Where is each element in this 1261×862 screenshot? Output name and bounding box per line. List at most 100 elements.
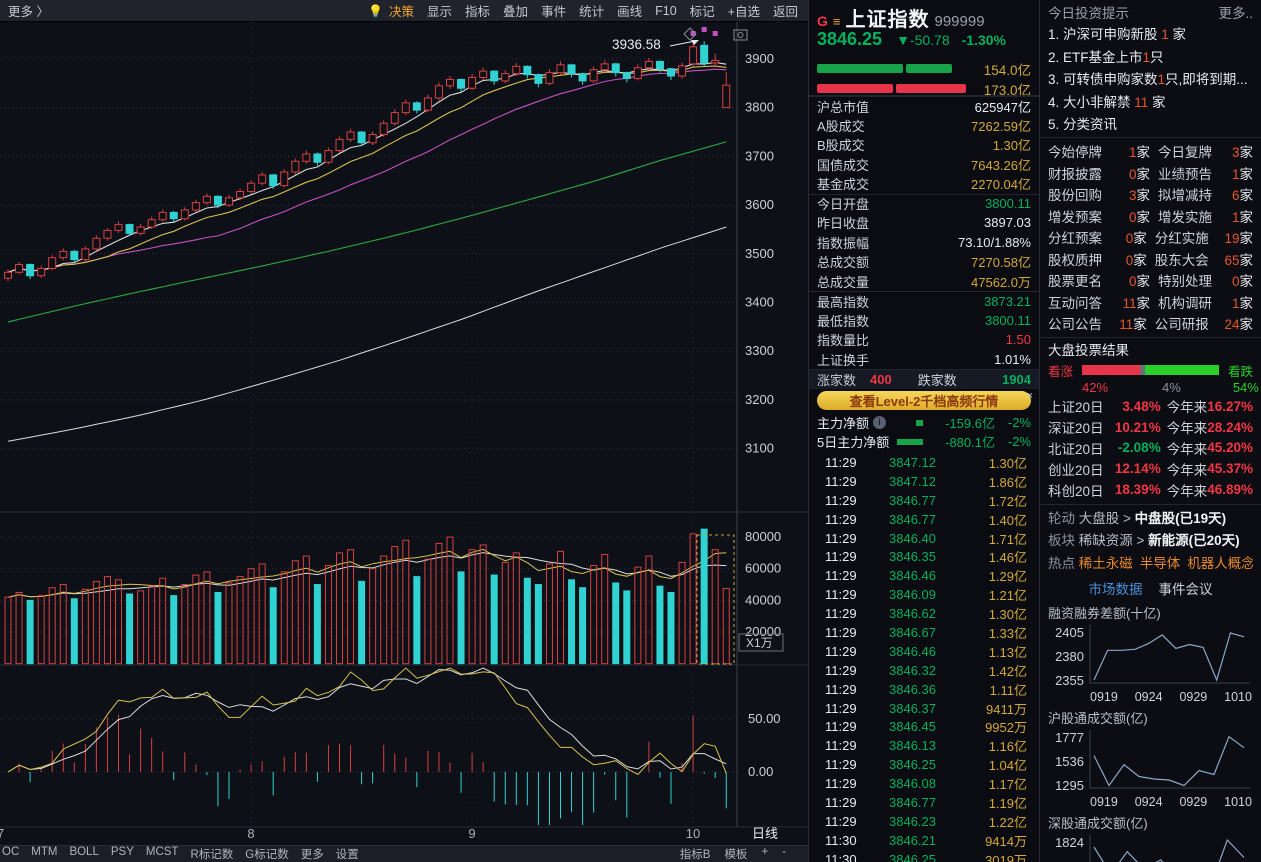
tick-list[interactable]: 11:29 3847.12 1.30亿 11:29 3847.12 1.86亿 11:29 3… (809, 451, 1039, 862)
svg-text:1777: 1777 (1055, 730, 1084, 745)
close-icon[interactable]: × (1026, 390, 1033, 402)
index-ytd-change: 16.27% (1207, 398, 1253, 414)
count-value: 1家 (1230, 206, 1253, 226)
count-label: 今始停牌 (1048, 145, 1102, 161)
bulb-icon: 💡 (368, 3, 383, 18)
tick-amount: 1.22亿 (988, 814, 1027, 830)
count-number: 11 (1119, 317, 1134, 333)
count-row: 股票更名 0家 特别处理 0家 (1048, 270, 1253, 292)
rotation-label: 轮动 (1048, 510, 1079, 526)
bottombar-tool--[interactable]: - (782, 846, 786, 858)
bottombar-item-G标记数[interactable]: G标记数 (245, 849, 289, 861)
bottombar-item-R标记数[interactable]: R标记数 (190, 849, 234, 861)
toolbar-item-标记[interactable]: 标记 (689, 5, 715, 19)
tab-market-data[interactable]: 市场数据 (1088, 582, 1143, 598)
main-netflow-label: 主力净额 (817, 416, 870, 431)
last-price: 3846.25 (817, 29, 883, 49)
tick-time: 11:29 (825, 681, 857, 697)
rotation-to: 中盘股(已19天) (1134, 510, 1227, 526)
toolbar-item-返回[interactable]: 返回 (772, 5, 798, 19)
tick-amount: 1.86亿 (988, 474, 1027, 490)
rotation-section: 轮动 大盘股 > 中盘股(已19天) 板块 稀缺资源 > 新能源(已20天) 热点 … (1040, 503, 1261, 576)
tick-amount: 1.11亿 (989, 682, 1027, 698)
toolbar-item-统计[interactable]: 统计 (579, 5, 605, 19)
index-name: 上证20日 (1048, 400, 1104, 416)
bottombar-tool-指标B[interactable]: 指标B (679, 849, 711, 861)
toolbar-item-决策[interactable]: 决策 (389, 5, 415, 19)
tip-count: 1 (1157, 72, 1166, 87)
tick-amount: 9411万 (986, 701, 1027, 717)
tab-events[interactable]: 事件会议 (1158, 582, 1213, 598)
tip-item[interactable]: 5. 分类资讯 (1048, 114, 1253, 137)
tick-amount: 1.46亿 (988, 550, 1027, 566)
bottombar-tool-模板[interactable]: 模板 (724, 849, 748, 861)
hot-topic-link[interactable]: 稀土永磁 (1078, 555, 1133, 571)
tip-item[interactable]: 1. 沪深可申购新股 1 家 (1048, 24, 1253, 47)
tick-price: 3846.25 (889, 851, 936, 862)
ytd-label: 今年来 (1166, 441, 1208, 457)
stat-row: 最低指数 3800.11 (809, 311, 1039, 331)
toolbar-item-事件[interactable]: 事件 (541, 5, 567, 19)
bearish-label: 看跌 (1227, 364, 1253, 379)
hot-topic-link[interactable]: 机器人概念 (1187, 555, 1253, 571)
hot-topic-link[interactable]: 半导体 (1139, 555, 1181, 571)
vote-title: 大盘投票结果 (1048, 343, 1129, 358)
more-button[interactable]: 更多 〉 (8, 5, 49, 19)
level2-banner[interactable]: 查看Level-2千档高频行情 (817, 391, 1031, 410)
stat-label: 基金成交 (817, 177, 870, 193)
toolbar-item-叠加[interactable]: 叠加 (503, 5, 529, 19)
stat-label: 总成交额 (817, 255, 870, 271)
bottombar-item-MCST[interactable]: MCST (145, 846, 179, 858)
bottombar-item-更多[interactable]: 更多 (300, 849, 324, 861)
bottombar-item-BOLL[interactable]: BOLL (69, 846, 99, 858)
level2-banner-row: 查看Level-2千档高频行情 × (809, 389, 1039, 413)
index-ytd-change: 45.37% (1207, 461, 1253, 477)
tips-more-link[interactable]: 更多.. (1218, 6, 1253, 21)
mini-x-tick: 0919 (1090, 690, 1118, 705)
info-icon[interactable]: i (873, 416, 887, 429)
toolbar-item-指标[interactable]: 指标 (465, 5, 491, 19)
tick-price: 3847.12 (889, 454, 936, 470)
price-change-pct: -1.30% (961, 32, 1006, 48)
index-perf-row: 深证20日 10.21% 今年来 28.24% (1048, 417, 1253, 438)
bottombar-tool-+[interactable]: + (761, 846, 769, 858)
svg-text:X1万: X1万 (746, 636, 773, 650)
bottombar-item-MTM[interactable]: MTM (31, 846, 58, 858)
count-value: 65家 (1224, 249, 1253, 269)
bottombar-item-OC[interactable]: OC (2, 846, 20, 858)
toolbar-item-显示[interactable]: 显示 (427, 5, 453, 19)
svg-text:3900: 3900 (745, 51, 774, 66)
bottombar-item-PSY[interactable]: PSY (110, 846, 134, 858)
menu-icon[interactable]: ≡ (832, 14, 841, 29)
ytd-label: 今年来 (1166, 462, 1208, 478)
count-label: 股权质押 (1048, 252, 1102, 268)
tick-amount: 1.40亿 (988, 512, 1027, 528)
rotation-to: 新能源(已20天) (1148, 533, 1240, 549)
stat-value: 7270.58亿 (971, 255, 1031, 271)
main-netflow-pct: -2% (1007, 415, 1031, 430)
toolbar-item-+自选[interactable]: +自选 (727, 5, 760, 19)
advancers-label: 涨家数 (817, 373, 857, 388)
tip-item[interactable]: 3. 可转债申购家数1只,即将到期... (1048, 69, 1253, 92)
count-number: 0 (1231, 274, 1240, 290)
tick-amount: 1.29亿 (988, 569, 1027, 585)
toolbar-item-F10[interactable]: F10 (655, 3, 677, 18)
count-value: 1家 (1110, 141, 1150, 161)
bottombar-item-设置[interactable]: 设置 (335, 849, 359, 861)
tick-time: 11:29 (825, 568, 857, 584)
tick-amount: 1.30亿 (988, 607, 1027, 623)
tip-item[interactable]: 4. 大小非解禁 11 家 (1048, 92, 1253, 115)
index-name: 深证20日 (1048, 421, 1104, 437)
tick-price: 3846.37 (889, 700, 936, 716)
index-perf-row: 创业20日 12.14% 今年来 45.37% (1048, 458, 1253, 479)
vote-bar (1082, 365, 1219, 375)
stat-label: 国债成交 (817, 157, 870, 173)
tip-item[interactable]: 2. ETF基金上市1只 (1048, 47, 1253, 70)
tick-price: 3847.12 (889, 473, 936, 489)
candlestick-chart[interactable]: 3900 3800 3700 3600 3500 3400 3300 3200 3100 8000… (0, 22, 808, 845)
toolbar-item-画线[interactable]: 画线 (617, 5, 643, 19)
mini-x-tick: 0929 (1179, 795, 1208, 810)
index-perf-row: 北证20日 -2.08% 今年来 45.20% (1048, 438, 1253, 459)
svg-text:7: 7 (0, 826, 4, 841)
tick-time: 11:29 (825, 492, 857, 508)
